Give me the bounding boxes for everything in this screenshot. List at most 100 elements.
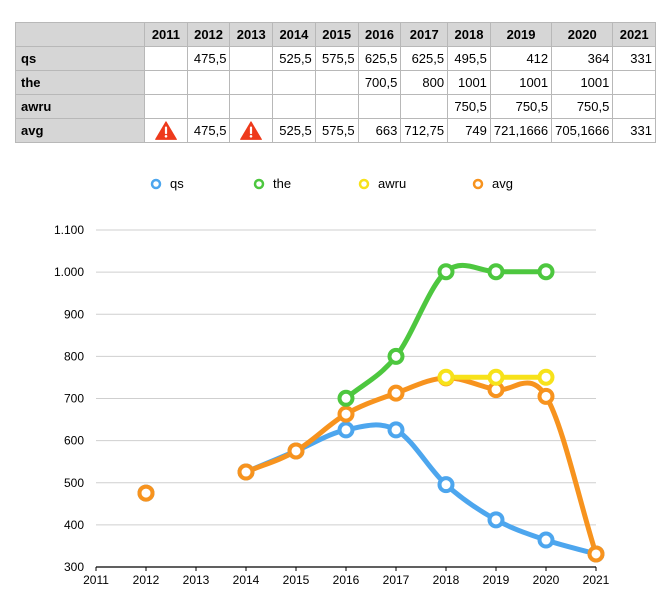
data-point-avg: [537, 387, 555, 405]
data-point-avg: [337, 405, 355, 423]
data-point-qs: [487, 511, 505, 529]
table-cell: 1001: [551, 70, 614, 95]
table-cell: [357, 94, 402, 119]
data-point-avg: [137, 484, 155, 502]
table-header-year: 2011: [144, 22, 188, 47]
table-cell: [400, 94, 449, 119]
table-header-year: 2021: [612, 22, 656, 47]
table-cell: 663: [357, 118, 402, 143]
table-cell: 331: [612, 118, 656, 143]
table-header-row: 2011 2012 2013 2014 2015 2016 2017 2018 2019 2020…: [14, 22, 656, 47]
x-tick-label: 2014: [233, 573, 260, 587]
table-header-year: 2020: [551, 22, 614, 47]
x-tick-label: 2016: [333, 573, 360, 587]
data-point-avg: [387, 384, 405, 402]
y-tick-label: 1.100: [54, 223, 84, 237]
table-header-year: 2018: [447, 22, 491, 47]
x-tick-label: 2015: [283, 573, 310, 587]
data-point-qs: [437, 476, 455, 494]
table-cell: [229, 46, 274, 71]
table-cell: [314, 70, 359, 95]
data-point-qs: [337, 421, 355, 439]
table-cell: 750,5: [551, 94, 614, 119]
data-point-awru: [537, 368, 555, 386]
table-row: the 700,5 800 1001 1001 1001: [14, 70, 656, 95]
data-point-qs: [387, 421, 405, 439]
table-header-year: 2012: [186, 22, 231, 47]
x-tick-label: 2018: [433, 573, 460, 587]
table-cell: 1001: [489, 70, 553, 95]
y-tick-label: 800: [64, 349, 84, 363]
table-cell: [229, 94, 274, 119]
table-cell: [272, 70, 316, 95]
table-cell: 700,5: [357, 70, 402, 95]
data-point-the: [537, 263, 555, 281]
data-point-avg: [587, 545, 605, 563]
table-row: awru 750,5 750,5 750,5: [14, 94, 656, 119]
table-cell: 575,5: [314, 118, 359, 143]
table-cell: 525,5: [272, 46, 316, 71]
data-point-the: [437, 263, 455, 281]
x-tick-label: 2011: [83, 573, 109, 587]
y-tick-label: 300: [64, 560, 84, 574]
axes: 300 400 500 600 700 800 900 1.000 1.100 2011 2012 2…: [54, 223, 610, 587]
table-cell: [612, 70, 656, 95]
table-cell: 800: [400, 70, 449, 95]
warning-icon: [144, 118, 188, 143]
table-cell: 750,5: [447, 94, 491, 119]
data-table: 2011 2012 2013 2014 2015 2016 2017 2018 2019 2020…: [14, 22, 656, 143]
warning-icon: [229, 118, 274, 143]
data-point-the: [487, 263, 505, 281]
table-row: qs 475,5 525,5 575,5 625,5 625,5 495,5 412 364 33…: [14, 46, 656, 71]
legend-label: the: [273, 176, 292, 191]
table-row-header: awru: [14, 94, 146, 119]
table-cell: 475,5: [186, 46, 231, 71]
table-cell: [272, 94, 316, 119]
table-cell: 412: [489, 46, 553, 71]
legend-item-avg: avg: [472, 176, 513, 191]
table-cell: 625,5: [357, 46, 402, 71]
legend-item-awru: awru: [358, 176, 406, 191]
y-tick-label: 1.000: [54, 265, 84, 279]
x-tick-label: 2013: [183, 573, 210, 587]
table-header-year: 2019: [489, 22, 553, 47]
x-tick-label: 2020: [533, 573, 560, 587]
table-cell: 1001: [447, 70, 491, 95]
legend-label: qs: [170, 176, 184, 191]
y-tick-label: 400: [64, 518, 84, 532]
legend-marker: [472, 178, 484, 189]
data-point-avg: [237, 463, 255, 481]
x-tick-label: 2017: [383, 573, 410, 587]
table-row-header: qs: [14, 46, 146, 71]
legend-item-the: the: [253, 176, 291, 191]
table-header-year: 2016: [357, 22, 402, 47]
table-corner-cell: [14, 22, 146, 47]
legend-marker: [358, 178, 370, 189]
table-cell: 364: [551, 46, 614, 71]
y-tick-label: 900: [64, 307, 84, 321]
data-point-qs: [537, 531, 555, 549]
table-cell: [612, 94, 656, 119]
table-cell: 575,5: [314, 46, 359, 71]
table-cell: 705,1666: [551, 118, 614, 143]
legend-item-qs: qs: [150, 176, 184, 191]
y-tick-label: 600: [64, 434, 84, 448]
table-header-year: 2017: [400, 22, 449, 47]
table-cell: [186, 94, 231, 119]
table-header-year: 2014: [272, 22, 316, 47]
legend-label: awru: [378, 176, 407, 191]
table-row-header: avg: [14, 118, 146, 143]
y-tick-label: 500: [64, 476, 84, 490]
table-cell: [229, 70, 274, 95]
table-cell: 495,5: [447, 46, 491, 71]
table-cell: [144, 94, 188, 119]
table-cell: 475,5: [186, 118, 231, 143]
x-tick-label: 2012: [133, 573, 160, 587]
chart-legend: qs the awru avg: [0, 176, 656, 196]
legend-marker: [150, 178, 162, 189]
data-point-avg: [287, 442, 305, 460]
table-cell: [144, 46, 188, 71]
table-row-header: the: [14, 70, 146, 95]
legend-label: avg: [492, 176, 513, 191]
